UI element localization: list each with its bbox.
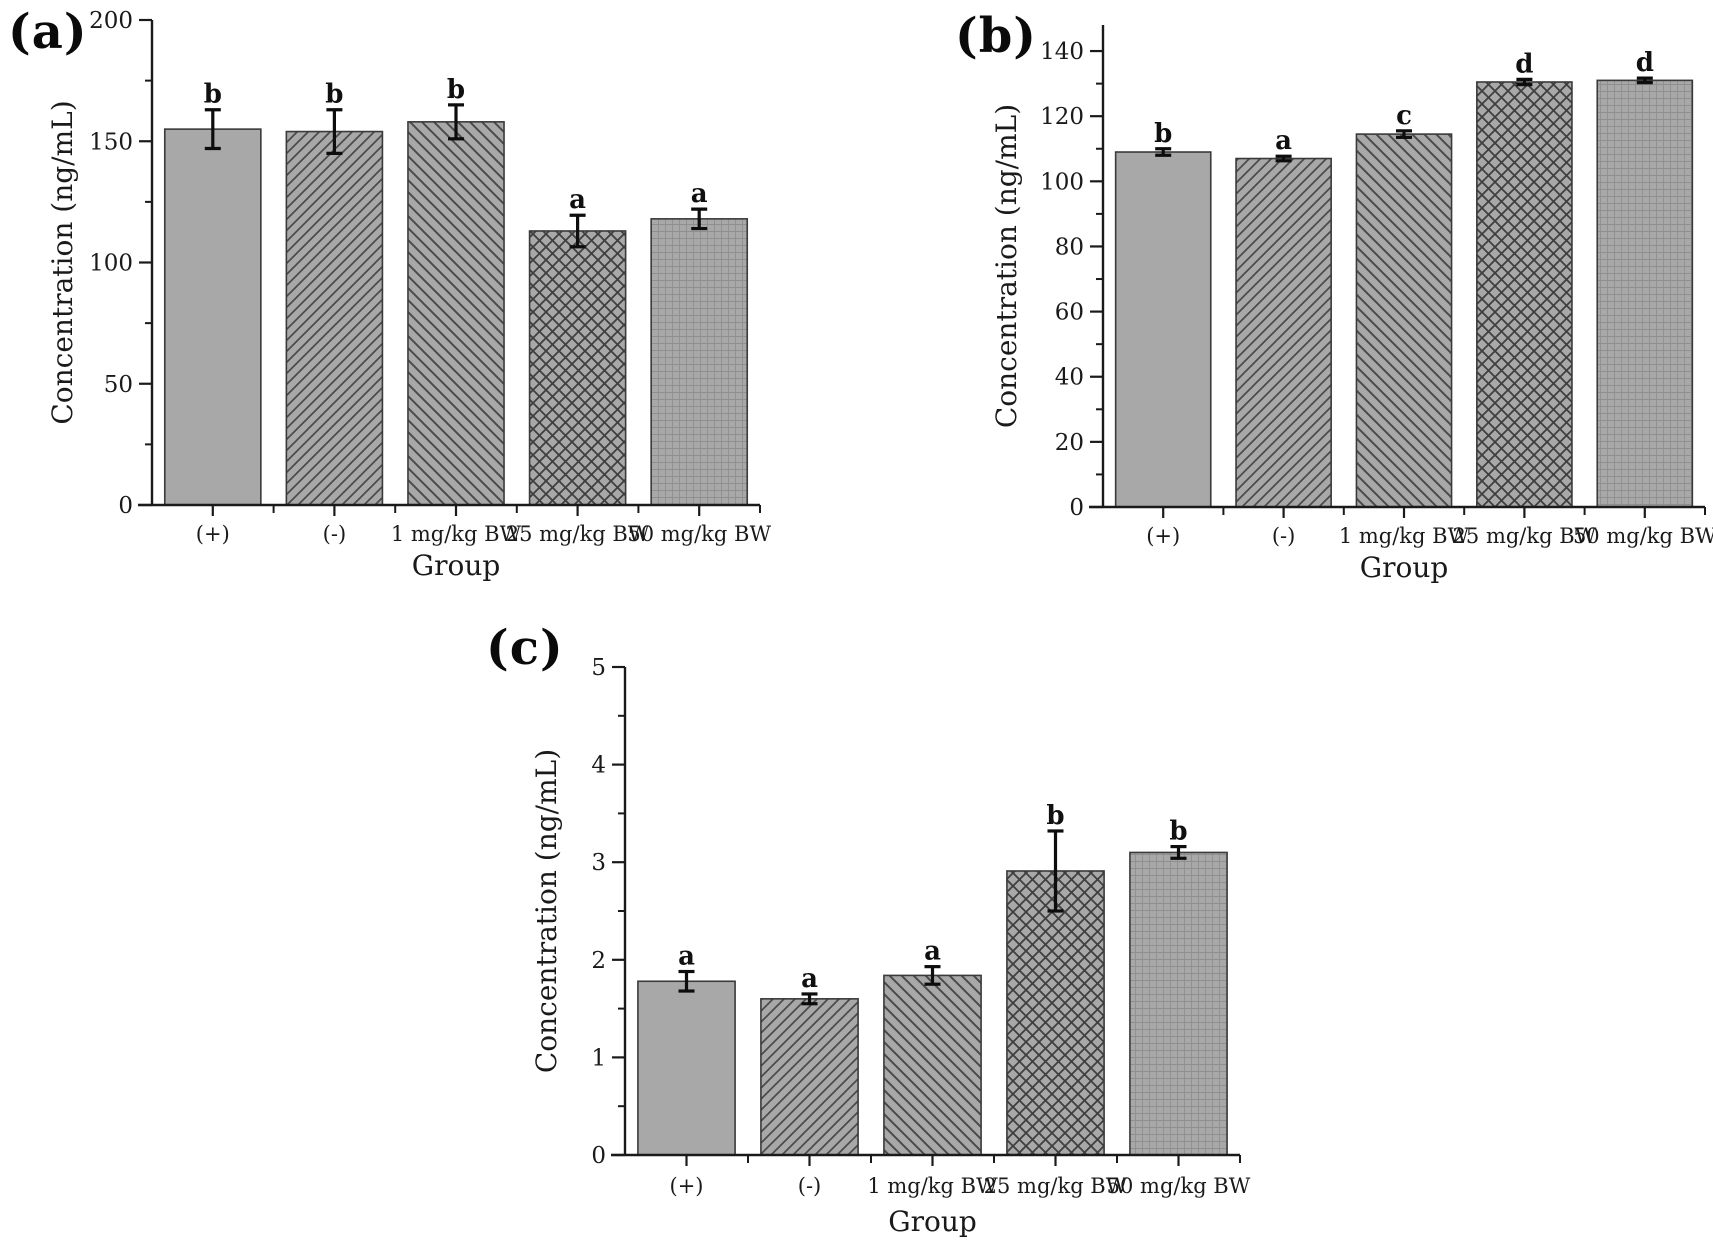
y-tick-label: 140 (1040, 39, 1084, 65)
y-tick-label: 100 (1040, 169, 1084, 195)
bar-pattern-fine-grid (1129, 852, 1228, 1155)
x-tick-label: 25 mg/kg BW (506, 522, 650, 546)
bar-(+) (164, 129, 261, 505)
y-tick-label: 60 (1055, 300, 1084, 326)
bar-pattern-diag-up (1236, 158, 1332, 507)
bar-pattern-crosshatch (1006, 870, 1105, 1155)
sig-letter: c (1396, 101, 1412, 131)
error-bar (1155, 147, 1172, 157)
panel-label-c: (c) (486, 620, 564, 676)
x-tick-label: 50 mg/kg BW (1573, 524, 1713, 548)
x-tick-label: 50 mg/kg BW (627, 522, 771, 546)
sig-letter: a (691, 179, 708, 209)
x-tick-label: (+) (670, 1174, 704, 1198)
x-tick-label: 25 mg/kg BW (984, 1174, 1128, 1198)
error-bar (1396, 129, 1412, 139)
y-tick-label: 4 (591, 753, 606, 779)
error-bar (1047, 829, 1064, 913)
sig-letter: b (1169, 817, 1187, 847)
panel-label-b: (b) (955, 8, 1037, 64)
x-tick-label: 50 mg/kg BW (1107, 1174, 1251, 1198)
x-tick-label: (+) (196, 522, 230, 546)
sig-letter: a (569, 185, 586, 215)
y-tick-label: 0 (1069, 495, 1084, 521)
error-bar (1170, 844, 1187, 860)
y-tick-label: 100 (89, 251, 133, 277)
x-axis-title: Group (412, 549, 501, 582)
y-axis-title: Concentration (ng/mL) (990, 104, 1023, 428)
panel-label-a: (a) (8, 4, 88, 60)
x-tick-label: 25 mg/kg BW (1453, 524, 1597, 548)
error-bar (1275, 154, 1292, 163)
error-bar (569, 213, 586, 249)
y-tick-label: 5 (591, 655, 606, 681)
sig-letter: b (1154, 119, 1172, 149)
sig-letter: b (447, 75, 465, 105)
sig-letter: a (678, 942, 695, 972)
bar-pattern-diag-up (286, 131, 383, 506)
sig-letter: a (924, 937, 941, 967)
x-tick-label: (-) (323, 522, 346, 546)
error-bar (1636, 76, 1653, 85)
sig-letter: d (1515, 49, 1533, 79)
bar-pattern-diag-down (407, 121, 505, 505)
y-tick-label: 150 (89, 129, 133, 155)
y-tick-label: 120 (1040, 104, 1084, 130)
y-tick-label: 2 (591, 948, 606, 974)
y-tick-label: 40 (1055, 365, 1084, 391)
error-bar (326, 108, 343, 155)
sig-letter: d (1636, 48, 1654, 78)
x-tick-label: (+) (1146, 524, 1180, 548)
x-tick-label: 1 mg/kg BW (391, 522, 522, 546)
error-bar (801, 992, 818, 1006)
error-bar (204, 108, 221, 151)
bar-pattern-crosshatch (529, 230, 626, 505)
y-tick-label: 80 (1055, 234, 1084, 260)
bar-pattern-crosshatch (1476, 81, 1572, 508)
y-tick-label: 0 (118, 493, 133, 519)
x-tick-label: 1 mg/kg BW (1339, 524, 1470, 548)
y-tick-label: 50 (104, 372, 133, 398)
x-axis-title: Group (888, 1205, 977, 1238)
sig-letter: a (801, 964, 818, 994)
error-bar (1516, 77, 1533, 87)
y-tick-label: 3 (591, 850, 606, 876)
y-tick-label: 200 (89, 8, 133, 34)
sig-letter: b (325, 80, 343, 110)
bar-pattern-diag-down (883, 975, 982, 1155)
y-tick-label: 20 (1055, 430, 1084, 456)
chart-panel-b: b a c d d 0 20 40 60 80 100 120 140 (+) (-) 1 mg/kg BW2… (990, 25, 1713, 584)
y-tick-label: 0 (591, 1143, 606, 1169)
sig-letter: b (1046, 801, 1064, 831)
error-bar (678, 969, 695, 993)
y-axis-title: Concentration (ng/mL) (46, 100, 79, 424)
bar-pattern-diag-down (1356, 134, 1452, 507)
bar-(+) (1115, 152, 1211, 507)
bar-pattern-diag-up (760, 998, 859, 1155)
bar-pattern-fine-grid (651, 218, 748, 505)
bar-(+) (637, 981, 736, 1155)
x-tick-label: 1 mg/kg BW (867, 1174, 998, 1198)
sig-letter: a (1275, 126, 1292, 156)
error-bar (448, 103, 464, 141)
x-tick-label: (-) (798, 1174, 821, 1198)
error-bar (691, 207, 708, 231)
y-axis-title: Concentration (ng/mL) (530, 749, 563, 1073)
sig-letter: b (204, 80, 222, 110)
x-tick-label: (-) (1272, 524, 1295, 548)
error-bar (924, 965, 941, 986)
x-axis-title: Group (1360, 551, 1449, 584)
bar-pattern-fine-grid (1597, 80, 1693, 507)
y-tick-label: 1 (591, 1045, 606, 1071)
